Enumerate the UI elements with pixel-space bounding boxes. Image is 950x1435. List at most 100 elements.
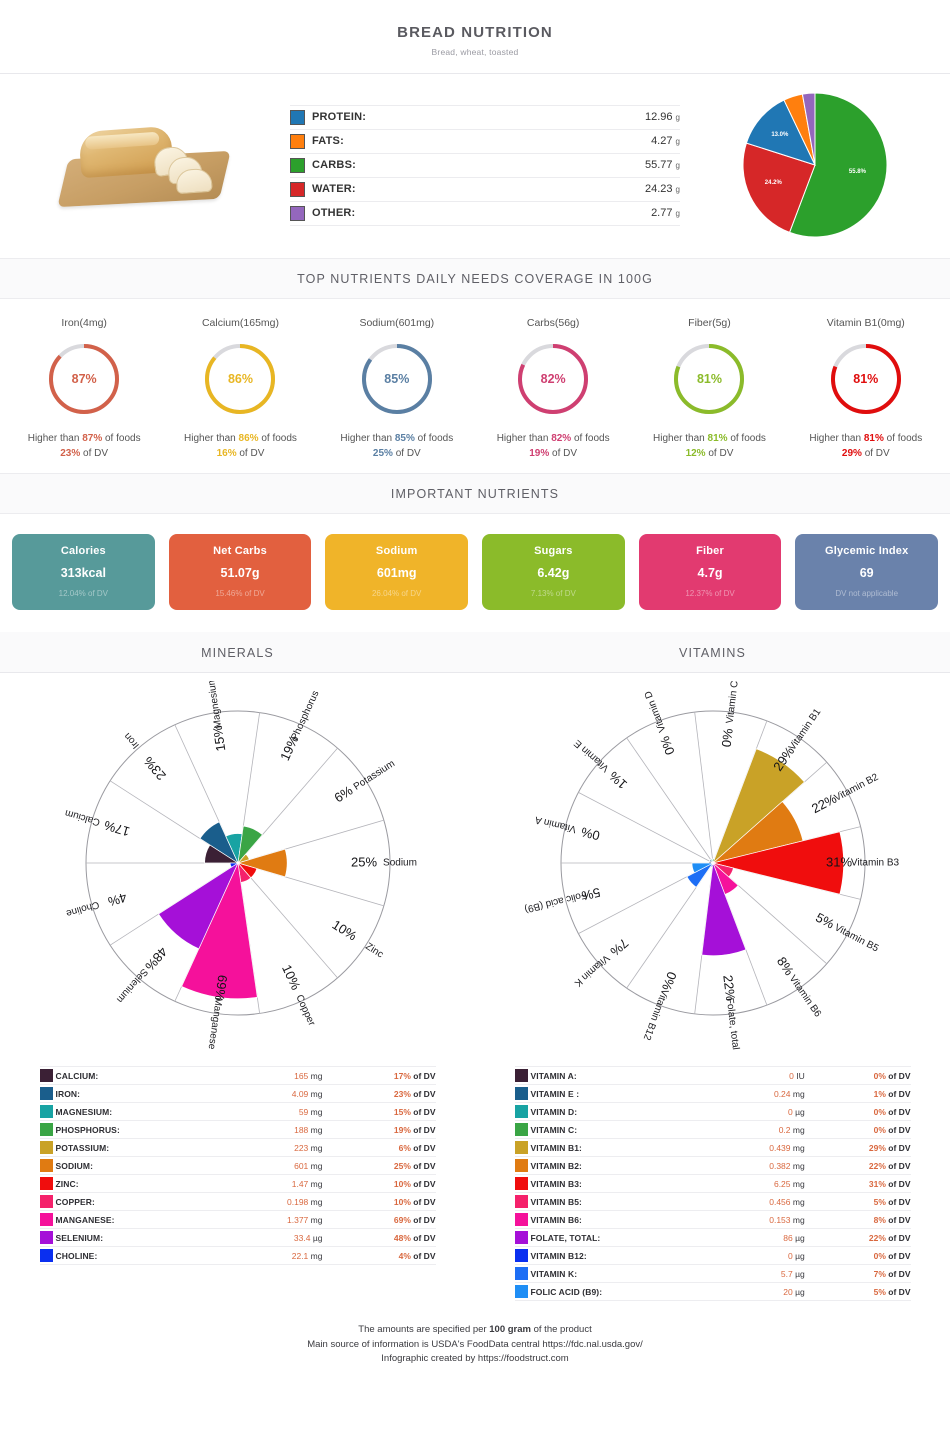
table-row: ZINC: 1.47 mg 10% of DV <box>39 1175 436 1193</box>
nutrient-amount-unit: mg <box>310 1178 323 1189</box>
nutrient-amount-value: 1.377 <box>287 1214 309 1225</box>
donut-progress-arc <box>205 344 276 414</box>
nutrient-dv-value: 4% <box>398 1250 411 1261</box>
nutrient-dv: 5% of DV <box>805 1283 911 1301</box>
nutrient-amount: 0 µg <box>713 1247 805 1265</box>
nutrient-dv-value: 1% <box>873 1088 886 1099</box>
coverage-donut-item: Vitamin B1(0mg) 81% Higher than 81% of foo… <box>788 317 944 459</box>
page-header: BREAD NUTRITION Bread, wheat, toasted <box>0 0 950 57</box>
nutrient-amount-unit: mg <box>792 1214 805 1225</box>
color-swatch-icon <box>290 133 305 149</box>
nutrient-dv-suffix: of DV <box>888 1070 911 1081</box>
rose-category-label: Vitamin C <box>724 681 740 724</box>
coverage-dv-caption: 19% of DV <box>475 448 631 459</box>
coverage-nutrient-name: Calcium(165mg) <box>201 317 279 329</box>
minerals-title: MINERALS <box>0 632 475 672</box>
nutrient-name: CHOLINE: <box>55 1250 98 1261</box>
coverage-dv-caption: 25% of DV <box>319 448 475 459</box>
rose-value-label: 17% <box>101 818 131 840</box>
rose-category-label: Vitamin A <box>533 814 577 835</box>
rose-wedge <box>236 825 263 865</box>
color-swatch-icon <box>39 1069 53 1082</box>
rose-wedge <box>236 848 287 878</box>
nutrient-dv-suffix: of DV <box>413 1232 436 1243</box>
rose-value-label: 10% <box>329 917 359 944</box>
nutrient-dv: 29% of DV <box>805 1139 911 1157</box>
coverage-dv-suffix: of DV <box>83 448 109 459</box>
nutrient-dv-value: 5% <box>873 1286 886 1297</box>
nutrient-dv-value: 8% <box>873 1214 886 1225</box>
coverage-donut-item: Iron(4mg) 87% Higher than 87% of foods 23% … <box>6 317 162 459</box>
pie-svg <box>742 92 888 238</box>
nutrient-card[interactable]: Glycemic Index 69 DV not applicable <box>795 534 939 610</box>
macro-unit: g <box>675 113 680 122</box>
macronutrient-pie-chart: 55.8% 24.2% 13.0% <box>740 90 890 240</box>
nutrient-amount-value: 86 <box>783 1232 793 1243</box>
rose-value-label: 7% <box>607 936 631 960</box>
nutrient-name: POTASSIUM: <box>55 1142 110 1153</box>
rose-value-label: 4% <box>105 890 128 910</box>
color-swatch-icon <box>514 1069 528 1082</box>
nutrient-amount-unit: mg <box>310 1196 323 1207</box>
pie-slice-label: 55.8% <box>848 169 866 175</box>
nutrient-dv: 31% of DV <box>805 1175 911 1193</box>
nutrient-card[interactable]: Sugars 6.42g 7.13% of DV <box>482 534 625 610</box>
coverage-dv-value: 23% <box>60 448 81 459</box>
coverage-caption-percent: 81% <box>707 433 728 444</box>
nutrient-dv-suffix: of DV <box>888 1106 911 1117</box>
nutrient-swatch-cell <box>39 1085 56 1103</box>
coverage-caption-suffix: of foods <box>886 433 923 444</box>
nutrient-dv-value: 0% <box>873 1070 886 1081</box>
coverage-caption-suffix: of foods <box>105 433 141 444</box>
nutrient-card[interactable]: Calories 313kcal 12.04% of DV <box>12 534 155 610</box>
macro-amount: 12.96 <box>644 111 673 123</box>
nutrient-swatch-cell <box>514 1121 531 1139</box>
nutrient-card[interactable]: Fiber 4.7g 12.37% of DV <box>638 534 782 610</box>
coverage-caption-suffix: of foods <box>417 433 454 444</box>
card-value: 601mg <box>376 566 417 580</box>
nutrient-swatch-cell <box>39 1067 56 1085</box>
coverage-caption-prefix: Higher than <box>184 433 236 444</box>
macro-unit: g <box>675 137 680 146</box>
macronutrient-row: OTHER: 2.77 g <box>290 201 680 225</box>
nutrient-dv: 48% of DV <box>322 1229 436 1247</box>
footer-line-3: Infographic created by https://foodstruc… <box>381 1353 569 1365</box>
nutrient-amount: 165 mg <box>230 1067 322 1085</box>
rose-category-label: Folic acid (B9) <box>523 889 588 915</box>
nutrient-swatch-cell <box>39 1103 56 1121</box>
minerals-column: MINERALS Calcium 17% Iron 23% Magnesium 15% Ph… <box>0 632 475 1301</box>
nutrient-swatch-cell <box>514 1265 531 1283</box>
donut-svg <box>674 344 745 414</box>
rose-wedge <box>198 821 239 864</box>
macro-label: CARBS: <box>312 159 356 171</box>
color-swatch-icon <box>39 1087 53 1100</box>
coverage-donut-item: Sodium(601mg) 85% Higher than 85% of foods… <box>319 317 475 459</box>
rose-spoke <box>693 712 713 864</box>
table-row: SELENIUM: 33.4 µg 48% of DV <box>39 1229 436 1247</box>
nutrient-dv-value: 10% <box>393 1178 411 1189</box>
nutrient-dv-suffix: of DV <box>888 1178 911 1189</box>
nutrient-card[interactable]: Net Carbs 51.07g 15.46% of DV <box>168 534 312 610</box>
macro-swatch-cell <box>290 105 312 129</box>
table-row: VITAMIN B1: 0.439 mg 29% of DV <box>514 1139 911 1157</box>
macro-swatch-cell <box>290 177 312 201</box>
rose-value-label: 0% <box>656 734 677 757</box>
nutrient-dv-suffix: of DV <box>413 1250 436 1261</box>
nutrient-card[interactable]: Sodium 601mg 26.04% of DV <box>325 534 469 610</box>
rose-wedge <box>712 831 844 895</box>
minerals-vitamins-section: MINERALS Calcium 17% Iron 23% Magnesium 15% Ph… <box>0 632 950 1301</box>
nutrient-amount-value: 0 <box>789 1070 794 1081</box>
coverage-donut-ring: 81% <box>669 339 749 419</box>
nutrient-dv-suffix: of DV <box>888 1214 911 1225</box>
color-swatch-icon <box>514 1141 528 1154</box>
nutrient-name: MANGANESE: <box>55 1214 115 1225</box>
macro-amount: 55.77 <box>644 159 673 171</box>
table-row: PHOSPHORUS: 188 mg 19% of DV <box>39 1121 436 1139</box>
nutrient-dv: 25% of DV <box>322 1157 436 1175</box>
table-row: MAGNESIUM: 59 mg 15% of DV <box>39 1103 436 1121</box>
nutrient-amount-unit: mg <box>792 1196 805 1207</box>
rose-wedge <box>180 861 258 999</box>
nutrient-dv: 15% of DV <box>322 1103 436 1121</box>
